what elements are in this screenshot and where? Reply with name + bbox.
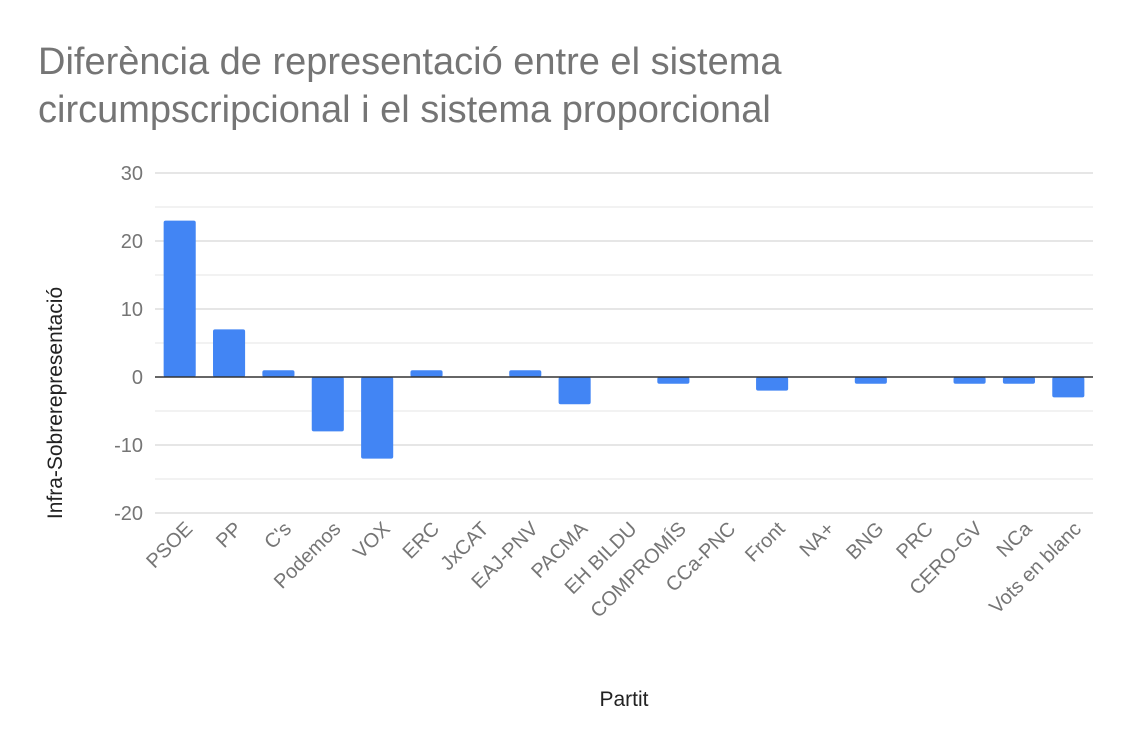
y-tick-label: -10 bbox=[114, 435, 143, 457]
bar-cero-gv bbox=[953, 377, 986, 384]
x-tick-label: Front bbox=[741, 518, 790, 567]
x-tick-label: BNG bbox=[842, 518, 888, 564]
bar-pacma bbox=[558, 377, 591, 405]
y-axis-title: Infra-Sobrerepresentació bbox=[44, 287, 67, 519]
bar-vox bbox=[361, 377, 394, 459]
x-tick-label: PP bbox=[212, 518, 246, 552]
x-tick-label: PSOE bbox=[142, 518, 197, 573]
y-tick-labels: 30 20 10 0 -10 -20 bbox=[114, 163, 143, 525]
bar-nca bbox=[1002, 377, 1035, 384]
bar-erc bbox=[410, 370, 443, 377]
bar-front bbox=[756, 377, 789, 391]
gridlines bbox=[155, 172, 1093, 514]
y-tick-label: 10 bbox=[121, 299, 143, 321]
bar-comprom-s bbox=[657, 377, 690, 384]
y-tick-label: 30 bbox=[121, 163, 143, 185]
x-tick-label: VOX bbox=[349, 518, 394, 563]
x-tick-label: NCa bbox=[993, 517, 1037, 561]
chart-title: Diferència de representació entre el sis… bbox=[38, 41, 782, 131]
bar-c-s bbox=[262, 370, 295, 377]
bar-podemos bbox=[311, 377, 344, 432]
y-tick-label: 0 bbox=[132, 367, 143, 389]
x-tick-label: ERC bbox=[399, 518, 444, 563]
x-axis-title: Partit bbox=[599, 688, 648, 711]
bars bbox=[163, 220, 1085, 459]
x-tick-label: NA+ bbox=[796, 518, 839, 561]
bar-bng bbox=[854, 377, 887, 384]
bar-psoe bbox=[163, 220, 196, 377]
bar-pp bbox=[213, 329, 246, 377]
bar-eaj-pnv bbox=[509, 370, 542, 377]
y-tick-label: -20 bbox=[114, 503, 143, 525]
x-tick-label: C's bbox=[260, 518, 296, 554]
bar-vots-en-blanc bbox=[1052, 377, 1085, 398]
x-tick-label: PRC bbox=[892, 518, 937, 563]
y-tick-label: 20 bbox=[121, 231, 143, 253]
